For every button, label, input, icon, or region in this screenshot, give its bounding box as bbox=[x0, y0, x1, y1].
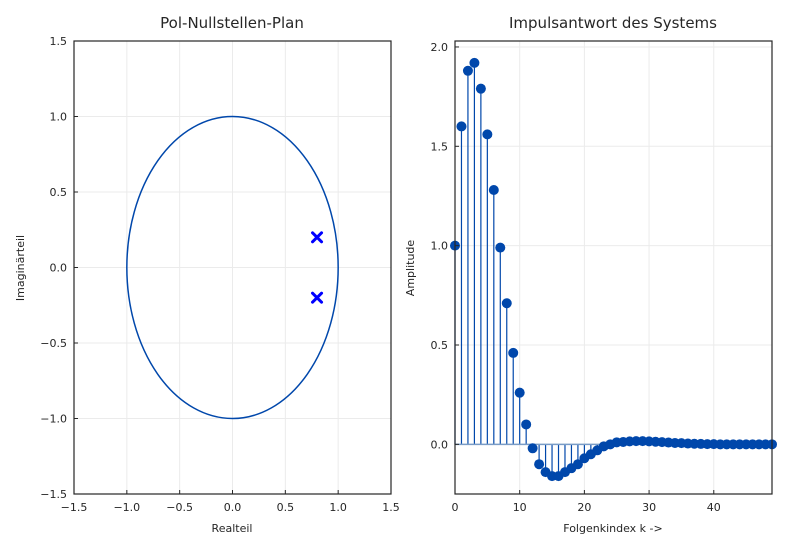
x-tick-label: 20 bbox=[577, 501, 591, 514]
x-tick-label: 10 bbox=[513, 501, 527, 514]
y-tick-label: 1.5 bbox=[431, 140, 449, 153]
stem-marker bbox=[495, 242, 506, 253]
x-axis-label: Realteil bbox=[212, 522, 253, 535]
y-ticks: 0.0 0.5 1.0 1.5 2.0 bbox=[431, 41, 459, 451]
stem-series bbox=[450, 57, 777, 482]
stem-marker bbox=[514, 387, 525, 398]
stem-marker bbox=[456, 121, 467, 132]
stem-marker bbox=[527, 443, 538, 454]
stem-marker bbox=[572, 459, 583, 470]
unit-circle bbox=[126, 115, 339, 420]
stem-marker bbox=[534, 459, 545, 470]
chart-title: Impulsantwort des Systems bbox=[509, 14, 717, 32]
y-axis-label: Amplitude bbox=[404, 240, 417, 297]
x-tick-label: 1.0 bbox=[329, 501, 347, 514]
y-tick-label: 1.0 bbox=[431, 240, 449, 253]
stem-marker bbox=[521, 419, 532, 430]
y-tick-label: 0.0 bbox=[50, 262, 68, 275]
x-tick-label: 1.5 bbox=[382, 501, 400, 514]
y-tick-label: 1.0 bbox=[50, 111, 68, 124]
x-axis-label: Folgenkindex k -> bbox=[563, 522, 662, 535]
stem-marker bbox=[462, 65, 473, 76]
grid bbox=[73, 40, 392, 495]
y-tick-label: −1.0 bbox=[40, 413, 67, 426]
chart-title: Pol-Nullstellen-Plan bbox=[160, 14, 304, 32]
pole-stroke bbox=[311, 291, 324, 304]
pole-markers bbox=[311, 231, 324, 304]
y-tick-label: 0.0 bbox=[431, 438, 449, 451]
x-tick-label: 40 bbox=[707, 501, 721, 514]
y-tick-label: −1.5 bbox=[40, 488, 67, 501]
grid bbox=[454, 41, 772, 494]
y-tick-label: 0.5 bbox=[50, 186, 68, 199]
stem-marker bbox=[475, 83, 486, 94]
y-axis-label: Imaginärteil bbox=[14, 235, 27, 301]
x-tick-label: −1.5 bbox=[61, 501, 88, 514]
stem-marker bbox=[469, 57, 480, 68]
y-tick-label: 0.5 bbox=[431, 339, 449, 352]
unit-circle-group bbox=[126, 115, 339, 420]
y-tick-label: −0.5 bbox=[40, 337, 67, 350]
pole-marker bbox=[311, 231, 324, 244]
y-ticks: −1.5 −1.0 −0.5 0.0 0.5 1.0 1.5 bbox=[40, 35, 78, 501]
x-tick-label: 0.0 bbox=[224, 501, 242, 514]
x-tick-label: −0.5 bbox=[166, 501, 193, 514]
x-tick-label: 0.5 bbox=[277, 501, 295, 514]
stem-marker bbox=[488, 185, 499, 196]
x-ticks: 0 10 20 30 40 bbox=[452, 490, 721, 514]
plot-frame bbox=[454, 40, 773, 495]
stem-marker bbox=[482, 129, 493, 140]
stem-marker bbox=[501, 298, 512, 309]
stem-marker bbox=[508, 347, 519, 358]
y-tick-label: 2.0 bbox=[431, 41, 449, 54]
x-tick-label: −1.0 bbox=[113, 501, 140, 514]
x-tick-label: 30 bbox=[642, 501, 656, 514]
pole-zero-plot: Pol-Nullstellen-Plan −1.5 −1.0 −0.5 0.0 0.5 1… bbox=[14, 14, 400, 535]
pole-marker bbox=[311, 291, 324, 304]
y-tick-label: 1.5 bbox=[50, 35, 68, 48]
x-tick-label: 0 bbox=[452, 501, 459, 514]
impulse-response-plot: Impulsantwort des Systems 0 10 20 30 40 0.00… bbox=[404, 14, 777, 535]
pole-stroke bbox=[311, 231, 324, 244]
x-ticks: −1.5 −1.0 −0.5 0.0 0.5 1.0 1.5 bbox=[61, 490, 400, 514]
